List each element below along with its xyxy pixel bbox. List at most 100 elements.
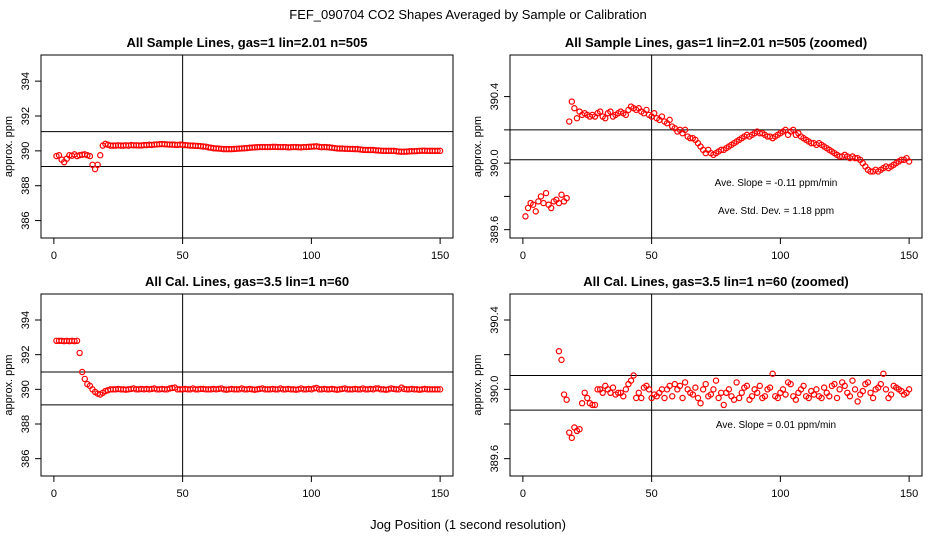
figure-title: FEF_090704 CO2 Shapes Averaged by Sample… — [289, 7, 646, 22]
data-point — [782, 391, 789, 398]
y-tick-label: 389.6 — [489, 445, 501, 473]
data-point — [76, 349, 83, 357]
data-point — [566, 118, 573, 125]
chart-title: All Cal. Lines, gas=3.5 lin=1 n=60 (zoom… — [583, 274, 849, 289]
data-point — [537, 193, 545, 200]
x-tick-label: 100 — [302, 488, 320, 500]
data-point — [661, 394, 668, 402]
x-tick-label: 0 — [520, 488, 526, 500]
data-point — [542, 189, 550, 197]
data-point — [813, 386, 820, 393]
y-tick-label: 394 — [20, 72, 32, 90]
y-tick-label: 390.4 — [489, 83, 501, 111]
y-tick-label: 390 — [20, 142, 32, 160]
chart-panel-3: All Cal. Lines, gas=3.5 lin=1 n=60 0 50 100… — [3, 274, 454, 500]
y-tick-label: 389.6 — [489, 216, 501, 244]
chart-title: All Sample Lines, gas=1 lin=2.01 n=505 (… — [565, 35, 867, 50]
data-point — [738, 389, 745, 396]
data-point — [880, 370, 887, 377]
data-point — [887, 391, 895, 398]
data-point — [864, 379, 872, 386]
data-point — [905, 158, 913, 165]
data-point — [849, 377, 856, 384]
chart-panel-2: All Sample Lines, gas=1 lin=2.01 n=505 (… — [472, 35, 923, 262]
x-tick-label: 150 — [431, 488, 449, 500]
data-point — [602, 115, 609, 122]
y-tick-label: 386 — [20, 211, 32, 229]
data-point — [635, 389, 642, 396]
x-tick-label: 50 — [177, 488, 189, 500]
data-point — [596, 108, 604, 115]
data-point — [524, 204, 532, 212]
data-point — [787, 380, 794, 388]
data-point — [820, 384, 828, 391]
x-tick-label: 50 — [177, 250, 189, 262]
data-point — [717, 389, 725, 396]
data-point — [568, 434, 576, 442]
y-tick-label: 386 — [20, 449, 32, 467]
plot-frame — [509, 293, 923, 477]
data-point — [869, 394, 877, 402]
x-tick-label: 0 — [520, 250, 526, 262]
data-point — [851, 386, 859, 393]
x-tick-label: 50 — [646, 488, 658, 500]
figure-x-axis-label: Jog Position (1 second resolution) — [370, 517, 566, 532]
data-point — [905, 386, 913, 393]
data-point — [645, 386, 653, 393]
data-point — [620, 393, 627, 400]
data-point — [702, 380, 709, 388]
y-tick-label: 388 — [20, 415, 32, 433]
data-point — [614, 389, 622, 396]
chart-annotation: Ave. Std. Dev. = 1.18 ppm — [718, 206, 834, 217]
data-point — [761, 393, 769, 400]
plot-frame — [40, 293, 454, 477]
chart-annotation: Ave. Slope = -0.11 ppm/min — [715, 178, 838, 189]
data-point — [591, 401, 599, 409]
data-point — [774, 394, 782, 402]
data-point — [581, 389, 588, 396]
chart-panel-4: All Cal. Lines, gas=3.5 lin=1 n=60 (zoom… — [472, 274, 923, 500]
data-point — [434, 386, 441, 393]
data-point — [792, 396, 800, 403]
y-tick-label: 392 — [20, 345, 32, 363]
y-tick-label: 388 — [20, 177, 32, 195]
data-point — [607, 108, 614, 115]
data-point — [846, 393, 854, 400]
data-point — [859, 387, 866, 395]
data-point — [97, 152, 104, 159]
data-point — [681, 379, 689, 386]
data-point — [725, 386, 733, 393]
y-axis-label: approx. ppm — [472, 116, 484, 177]
data-point — [679, 394, 686, 402]
data-point — [589, 401, 596, 409]
data-point — [689, 391, 697, 398]
data-point — [558, 356, 565, 364]
data-point — [882, 386, 890, 393]
x-tick-label: 50 — [646, 250, 658, 262]
data-point — [733, 379, 740, 386]
data-point — [841, 382, 848, 390]
data-point — [563, 396, 570, 403]
panel-grid: All Sample Lines, gas=1 lin=2.01 n=505 0 5… — [3, 35, 923, 500]
data-point — [658, 113, 666, 120]
data-point — [712, 377, 720, 384]
data-point — [790, 126, 797, 134]
y-tick-label: 390.0 — [489, 149, 501, 177]
x-tick-label: 100 — [771, 250, 789, 262]
data-point — [594, 386, 601, 393]
data-point — [540, 199, 547, 207]
data-point — [78, 368, 86, 376]
data-point — [769, 370, 776, 377]
data-point — [743, 382, 751, 390]
data-point — [867, 389, 874, 396]
y-axis-label: approx. ppm — [3, 354, 15, 415]
y-tick-label: 390.4 — [489, 306, 501, 334]
data-point — [697, 400, 704, 407]
data-point — [720, 401, 727, 409]
chart-title: All Sample Lines, gas=1 lin=2.01 n=505 — [127, 35, 368, 50]
data-point — [627, 377, 635, 384]
data-point — [584, 394, 591, 402]
data-point — [86, 152, 94, 160]
x-tick-label: 0 — [51, 488, 57, 500]
